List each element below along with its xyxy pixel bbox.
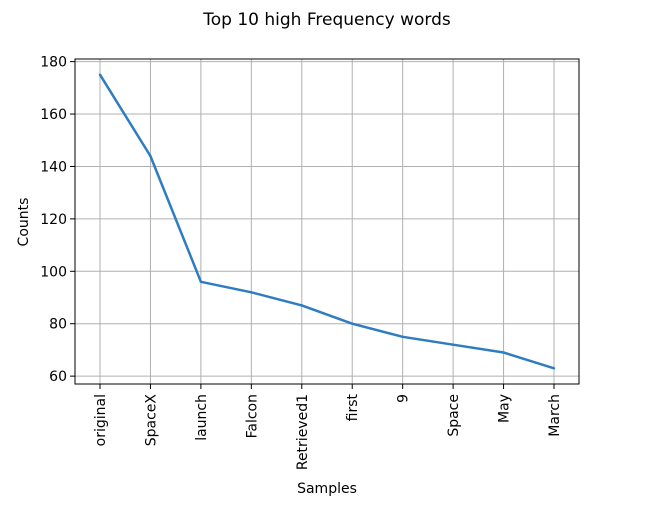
y-axis-label: Counts [16,198,32,247]
x-tick-label: original [93,394,109,446]
x-tick-label: May [497,394,513,423]
x-tick-label: SpaceX [143,394,159,447]
x-tick-label: March [547,394,563,437]
y-axis: 60 80 100 120 140 160 180 [40,55,75,385]
data-point [250,291,253,294]
data-point [451,343,455,346]
x-tick-label: Retrieved1 [295,394,311,470]
data-point [98,73,102,76]
x-tick-label: Space [446,394,462,437]
y-tick-label: 140 [40,159,67,175]
x-axis-label: Samples [297,481,357,497]
x-tick-label: first [345,393,361,421]
y-tick-label: 80 [49,317,67,333]
data-point [502,351,505,354]
y-tick-label: 120 [40,212,67,228]
grid [75,59,579,384]
plot-frame [74,58,580,385]
x-tick-label: 9 [396,394,412,403]
data-point [401,335,404,339]
data-point [300,304,303,307]
series-line [98,74,555,370]
data-point [199,280,203,283]
series-group [98,73,556,370]
y-tick-label: 60 [49,369,67,385]
y-tick-label: 180 [40,55,67,71]
data-point [149,154,152,158]
y-tick-label: 160 [40,107,67,123]
x-tick-label: Falcon [244,394,260,438]
chart-title: Top 10 high Frequency words [202,10,451,30]
x-tick-label: launch [194,394,210,441]
data-point [552,367,556,370]
y-tick-label: 100 [40,264,67,280]
data-point [351,322,354,325]
x-axis: original SpaceX launch Falcon Retrieved1 firs… [93,384,563,470]
